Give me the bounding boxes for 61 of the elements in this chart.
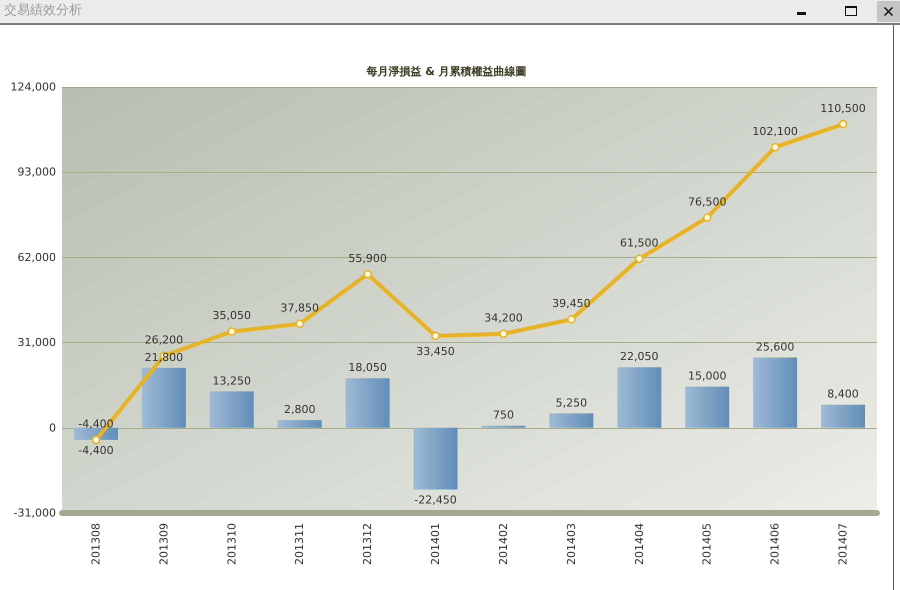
bar <box>549 413 594 428</box>
y-tick-label: 0 <box>49 421 56 434</box>
data-label: 22,050 <box>620 350 659 364</box>
x-tick-label: 201309 <box>157 523 170 565</box>
y-tick-label: 93,000 <box>18 166 56 179</box>
data-label: -4,400 <box>78 444 114 457</box>
point <box>228 327 236 336</box>
bar <box>210 391 254 428</box>
data-label: 8,400 <box>827 388 859 401</box>
x-tick-label: 201404 <box>632 523 646 565</box>
data-label: 13,250 <box>212 374 252 388</box>
y-tick-label: 62,000 <box>18 250 56 264</box>
y-tick-label: -31,000 <box>14 506 56 520</box>
chart-subtitle: 每月淨損益 & 月累積權益曲線圖 <box>365 65 527 78</box>
data-label: 34,200 <box>484 312 523 325</box>
bar <box>278 420 322 428</box>
x-tick-label: 201405 <box>700 523 714 565</box>
y-tick-label: 124,000 <box>10 80 56 94</box>
bar <box>821 404 866 428</box>
data-label: 18,050 <box>348 361 387 374</box>
y-tick-label: 31,000 <box>18 336 56 350</box>
point <box>431 332 440 340</box>
data-label: 55,900 <box>348 252 387 265</box>
x-tick-label: 201406 <box>768 523 782 565</box>
point <box>92 436 100 444</box>
data-label: 35,050 <box>212 309 252 322</box>
x-tick-label: 201407 <box>836 523 850 565</box>
chart-title: 交易績效分析 <box>4 3 82 19</box>
point <box>702 213 712 222</box>
point <box>295 320 304 328</box>
x-tick-label: 201308 <box>89 523 102 565</box>
x-tick-label: 201310 <box>225 523 238 565</box>
bar <box>142 368 186 428</box>
point <box>363 270 372 278</box>
x-tick-label: 201401 <box>429 523 442 565</box>
x-tick-label: 201402 <box>496 523 510 565</box>
data-label: 2,800 <box>284 403 316 416</box>
bar <box>617 367 662 428</box>
data-label: 110,500 <box>820 102 866 115</box>
point <box>770 142 780 152</box>
bar <box>685 386 730 428</box>
data-label: 25,600 <box>756 340 794 354</box>
x-tick-label: 201312 <box>361 523 374 565</box>
bar <box>346 378 390 428</box>
point <box>567 315 576 324</box>
data-label: 33,450 <box>416 345 455 358</box>
point <box>635 254 644 264</box>
x-tick-label: 201403 <box>564 523 578 565</box>
data-label: 5,250 <box>556 396 588 410</box>
data-label: 102,100 <box>752 124 798 138</box>
x-tick-label: 201311 <box>293 523 306 565</box>
data-label: 26,200 <box>144 334 184 347</box>
bar <box>414 428 458 490</box>
point <box>499 330 508 338</box>
data-label: 750 <box>492 408 514 422</box>
data-label: 15,000 <box>688 370 726 383</box>
point <box>838 120 848 128</box>
data-label: -22,450 <box>414 494 457 506</box>
data-label: 61,500 <box>620 236 659 250</box>
data-label: 37,850 <box>280 302 319 315</box>
bar <box>753 357 798 428</box>
